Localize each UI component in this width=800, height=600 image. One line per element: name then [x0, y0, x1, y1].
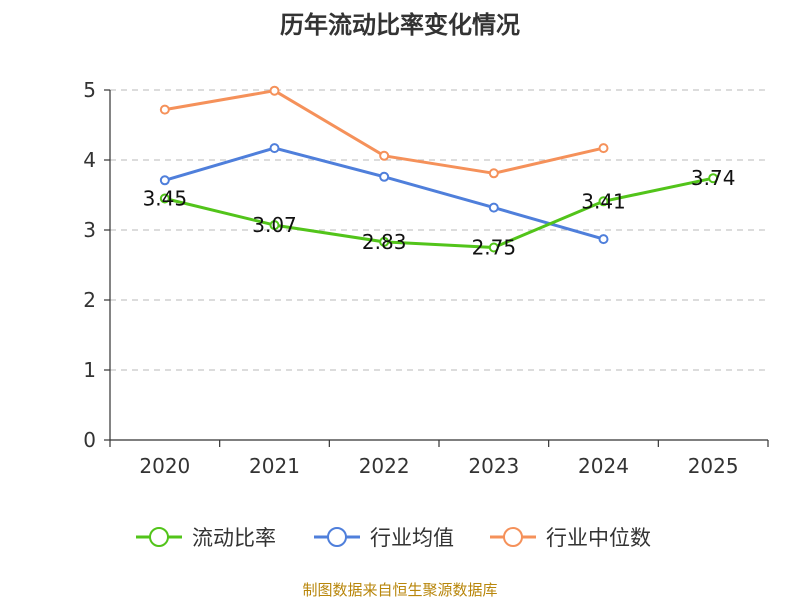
data-point[interactable]	[159, 193, 170, 204]
data-point[interactable]	[379, 171, 390, 182]
x-tick-label: 2023	[468, 454, 519, 478]
data-label: 2.83	[362, 230, 407, 254]
y-tick-label: 0	[83, 428, 96, 452]
x-tick-label: 2022	[359, 454, 410, 478]
legend-label: 行业中位数	[546, 526, 651, 550]
data-point[interactable]	[708, 173, 719, 184]
legend-marker	[149, 527, 169, 547]
data-point[interactable]	[598, 143, 609, 154]
data-label: 3.41	[581, 189, 626, 213]
y-tick-label: 5	[83, 78, 96, 102]
data-point[interactable]	[269, 220, 280, 231]
data-point[interactable]	[159, 104, 170, 115]
source-note: 制图数据来自恒生聚源数据库	[302, 581, 497, 599]
data-point[interactable]	[488, 202, 499, 213]
y-tick-label: 3	[83, 218, 96, 242]
data-point[interactable]	[379, 150, 390, 161]
data-label: 3.74	[691, 166, 736, 190]
chart-title: 历年流动比率变化情况	[280, 11, 520, 39]
series-line-1	[164, 176, 714, 249]
data-point[interactable]	[488, 168, 499, 179]
series-2	[159, 143, 609, 245]
legend-item-2[interactable]: 行业均值	[314, 526, 454, 550]
data-label: 2.75	[472, 236, 517, 260]
legend[interactable]: 流动比率 行业均值 行业中位数	[136, 526, 651, 550]
data-labels: 3.45 3.07 2.83 2.75 3.41 3.74	[143, 166, 736, 259]
series-group	[159, 85, 719, 253]
legend-label: 流动比率	[192, 526, 276, 550]
series-3	[159, 85, 609, 179]
legend-marker	[327, 527, 347, 547]
x-tick-label: 2020	[139, 454, 190, 478]
data-label: 3.07	[252, 213, 297, 237]
y-tick-label: 2	[83, 288, 96, 312]
y-tick-label: 4	[83, 148, 96, 172]
axes: 0 1 2 3 4 5 2020 2021 2022 2023 2024 2025	[83, 78, 769, 478]
x-tick-label: 2025	[688, 454, 739, 478]
grid-lines	[110, 89, 768, 371]
data-point[interactable]	[598, 196, 609, 207]
data-point[interactable]	[159, 175, 170, 186]
legend-item-1[interactable]: 流动比率	[136, 526, 276, 550]
y-tick-label: 1	[83, 358, 96, 382]
legend-marker	[503, 527, 523, 547]
data-label: 3.45	[143, 187, 188, 211]
legend-item-3[interactable]: 行业中位数	[490, 526, 651, 550]
data-point[interactable]	[488, 242, 499, 253]
data-point[interactable]	[269, 143, 280, 154]
x-tick-label: 2021	[249, 454, 300, 478]
series-1	[159, 173, 719, 253]
data-point[interactable]	[379, 236, 390, 247]
data-point[interactable]	[598, 234, 609, 245]
x-tick-label: 2024	[578, 454, 629, 478]
legend-label: 行业均值	[370, 526, 454, 550]
data-point[interactable]	[269, 85, 280, 96]
